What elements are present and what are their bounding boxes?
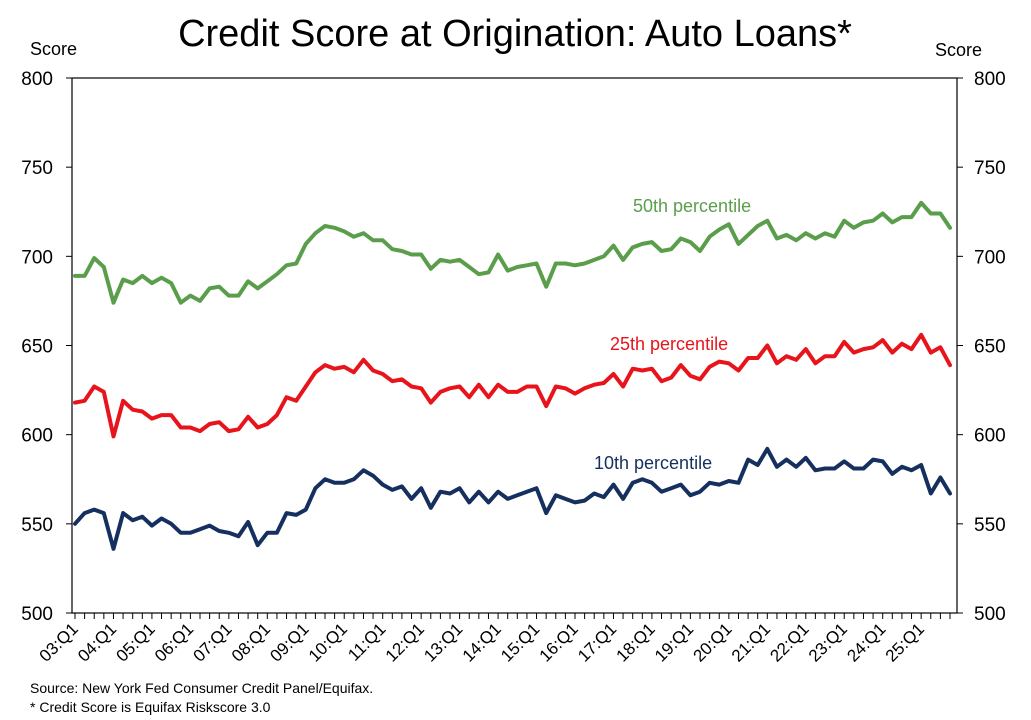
x-tick-label: 03:Q1 (36, 619, 82, 665)
y-tick-label-right: 700 (974, 247, 1006, 268)
x-tick-label: 15:Q1 (497, 619, 543, 665)
left-axis: 500 550 600 650 700 750 800 (21, 69, 72, 625)
annotation-50th-percentile: 50th percentile (633, 196, 751, 216)
y-tick-label-left: 800 (21, 69, 53, 90)
x-tick-label: 14:Q1 (459, 619, 505, 665)
chart-title: Credit Score at Origination: Auto Loans* (178, 13, 852, 55)
plot-area (71, 77, 958, 614)
x-tick-label: 13:Q1 (420, 619, 466, 665)
x-tick-label: 21:Q1 (728, 619, 774, 665)
x-tick-label: 22:Q1 (766, 619, 812, 665)
footnote: * Credit Score is Equifax Riskscore 3.0 (30, 699, 271, 715)
x-tick-label: 23:Q1 (805, 619, 851, 665)
x-tick-label: 18:Q1 (613, 619, 659, 665)
x-tick-label: 06:Q1 (151, 619, 197, 665)
x-tick-label: 09:Q1 (266, 619, 312, 665)
series-lines (73, 200, 952, 551)
annotation-10th-percentile: 10th percentile (594, 453, 712, 473)
x-tick-label: 24:Q1 (843, 619, 889, 665)
y-tick-label-left: 700 (21, 247, 53, 268)
x-tick-label: 16:Q1 (536, 619, 582, 665)
x-tick-label: 25:Q1 (882, 619, 928, 665)
y-tick-label-right: 800 (974, 69, 1006, 90)
x-tick-label: 10:Q1 (305, 619, 351, 665)
series-line-2 (73, 446, 952, 551)
series-line-1 (73, 332, 952, 439)
y-tick-label-right: 650 (974, 337, 1006, 358)
left-axis-title: Score (30, 39, 77, 59)
x-tick-label: 08:Q1 (228, 619, 274, 665)
x-tick-label: 05:Q1 (113, 619, 159, 665)
x-tick-label: 20:Q1 (689, 619, 735, 665)
y-tick-label-left: 500 (21, 604, 53, 625)
y-tick-label-right: 750 (974, 158, 1006, 179)
annotation-25th-percentile: 25th percentile (610, 334, 728, 354)
x-tick-label: 17:Q1 (574, 619, 620, 665)
y-tick-label-left: 650 (21, 337, 53, 358)
series-line-0 (73, 200, 952, 305)
y-tick-label-right: 500 (974, 604, 1006, 625)
x-tick-label: 12:Q1 (382, 619, 428, 665)
right-axis-title: Score (935, 40, 982, 60)
x-tick-label: 07:Q1 (189, 619, 235, 665)
x-tick-label: 11:Q1 (344, 619, 389, 664)
right-axis: 500 550 600 650 700 750 800 (957, 69, 1006, 625)
y-tick-label-left: 600 (21, 426, 53, 447)
x-tick-label: 04:Q1 (74, 619, 120, 665)
y-tick-label-right: 600 (974, 426, 1006, 447)
x-tick-label: 19:Q1 (651, 619, 697, 665)
y-tick-label-left: 550 (21, 515, 53, 536)
y-tick-label-left: 750 (21, 158, 53, 179)
x-axis: 03:Q104:Q105:Q106:Q107:Q108:Q109:Q110:Q1… (36, 613, 951, 666)
source-note: Source: New York Fed Consumer Credit Pan… (30, 680, 373, 696)
y-tick-label-right: 550 (974, 515, 1006, 536)
